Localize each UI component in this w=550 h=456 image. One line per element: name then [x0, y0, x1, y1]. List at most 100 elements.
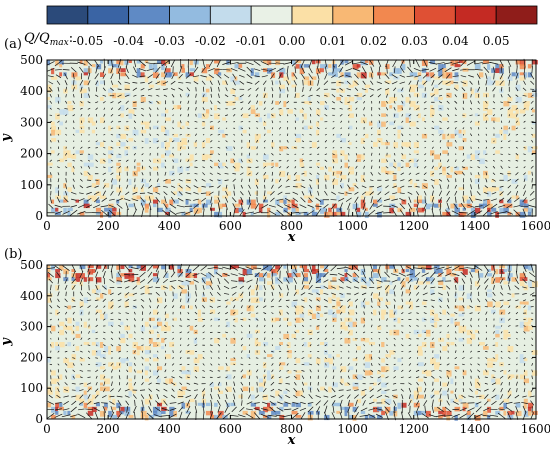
colorbar-tick-label: 0.05: [483, 34, 510, 48]
scalar-cell: [259, 101, 263, 106]
scalar-cell: [438, 204, 441, 208]
scalar-cell: [194, 142, 197, 147]
scalar-cell: [247, 334, 253, 338]
colorbar-label-subscript: max: [50, 38, 69, 48]
scalar-cell: [450, 167, 453, 173]
scalar-cell: [251, 146, 256, 150]
scalar-cell: [190, 163, 193, 167]
scalar-cell: [112, 415, 117, 419]
y-tick-label: 500: [20, 258, 43, 272]
scalar-cell: [234, 167, 239, 172]
scalar-cell: [108, 362, 114, 366]
scalar-cell: [320, 289, 323, 294]
scalar-cell: [304, 269, 309, 272]
scalar-cell: [92, 330, 95, 333]
scalar-cell: [320, 285, 325, 289]
scalar-cell: [406, 163, 410, 167]
scalar-cell: [336, 81, 341, 87]
velocity-vector: [326, 179, 327, 182]
scalar-cell: [300, 391, 303, 396]
scalar-cell: [336, 411, 340, 414]
scalar-cell: [234, 204, 240, 207]
x-tick-label: 400: [158, 219, 181, 233]
scalar-cell: [190, 204, 194, 207]
scalar-cell: [349, 85, 354, 88]
scalar-cell: [357, 64, 361, 68]
scalar-cell: [84, 277, 87, 282]
scalar-cell: [218, 72, 221, 75]
scalar-cell: [275, 281, 280, 284]
scalar-cell: [442, 68, 446, 72]
scalar-cell: [263, 378, 266, 383]
scalar-cell: [194, 273, 197, 278]
scalar-cell: [194, 338, 197, 344]
scalar-cell: [108, 289, 111, 294]
scalar-cell: [145, 122, 150, 126]
scalar-cell: [512, 195, 515, 198]
scalar-cell: [214, 403, 218, 407]
x-tick-label: 1200: [398, 219, 429, 233]
scalar-cell: [243, 346, 247, 350]
scalar-cell: [218, 391, 223, 394]
scalar-cell: [512, 374, 515, 378]
scalar-cell: [442, 150, 448, 154]
scalar-cell: [76, 374, 81, 378]
scalar-cell: [275, 411, 280, 415]
scalar-cell: [381, 113, 386, 117]
scalar-cell: [475, 175, 481, 178]
scalar-cell: [145, 208, 149, 213]
scalar-cell: [59, 64, 62, 67]
scalar-cell: [312, 142, 317, 148]
scalar-cell: [528, 322, 531, 325]
scalar-cell: [320, 200, 324, 205]
scalar-cell: [324, 175, 329, 180]
scalar-cell: [353, 358, 358, 361]
scalar-cell: [96, 310, 102, 313]
scalar-cell: [410, 89, 415, 92]
scalar-cell: [332, 179, 338, 185]
scalar-cell: [243, 374, 246, 378]
scalar-cell: [389, 289, 394, 294]
scalar-cell: [267, 354, 272, 357]
scalar-cell: [503, 334, 507, 340]
scalar-cell: [247, 269, 252, 274]
scalar-cell: [344, 163, 348, 168]
scalar-cell: [328, 354, 331, 358]
scalar-cell: [292, 411, 298, 415]
scalar-cell: [320, 273, 326, 277]
scalar-cell: [455, 366, 460, 369]
scalar-cell: [369, 387, 372, 390]
y-tick-label: 100: [20, 381, 43, 395]
scalar-cell: [353, 338, 357, 341]
scalar-cell: [100, 366, 105, 369]
colorbar-segment: [129, 6, 170, 24]
scalar-cell: [442, 383, 447, 387]
scalar-cell: [373, 273, 379, 278]
scalar-cell: [414, 285, 418, 290]
scalar-cell: [283, 146, 287, 149]
scalar-cell: [336, 285, 339, 290]
scalar-cell: [393, 366, 398, 370]
scalar-cell: [230, 76, 234, 81]
scalar-cell: [161, 126, 165, 132]
scalar-cell: [520, 109, 526, 113]
scalar-cell: [161, 142, 164, 148]
scalar-cell: [165, 354, 171, 359]
scalar-cell: [304, 362, 310, 365]
scalar-cell: [55, 411, 58, 415]
scalar-cell: [153, 167, 158, 171]
scalar-cell: [308, 354, 312, 357]
scalar-cell: [271, 142, 274, 147]
scalar-cell: [100, 387, 104, 391]
scalar-cell: [145, 322, 149, 327]
scalar-cell: [495, 81, 499, 86]
scalar-cell: [385, 154, 391, 157]
scalar-cell: [47, 105, 52, 108]
scalar-cell: [312, 76, 317, 80]
scalar-cell: [222, 134, 225, 138]
scalar-cell: [361, 391, 365, 396]
scalar-cell: [438, 105, 443, 110]
scalar-cell: [320, 101, 324, 105]
scalar-cell: [332, 159, 338, 164]
scalar-cell: [373, 399, 377, 402]
